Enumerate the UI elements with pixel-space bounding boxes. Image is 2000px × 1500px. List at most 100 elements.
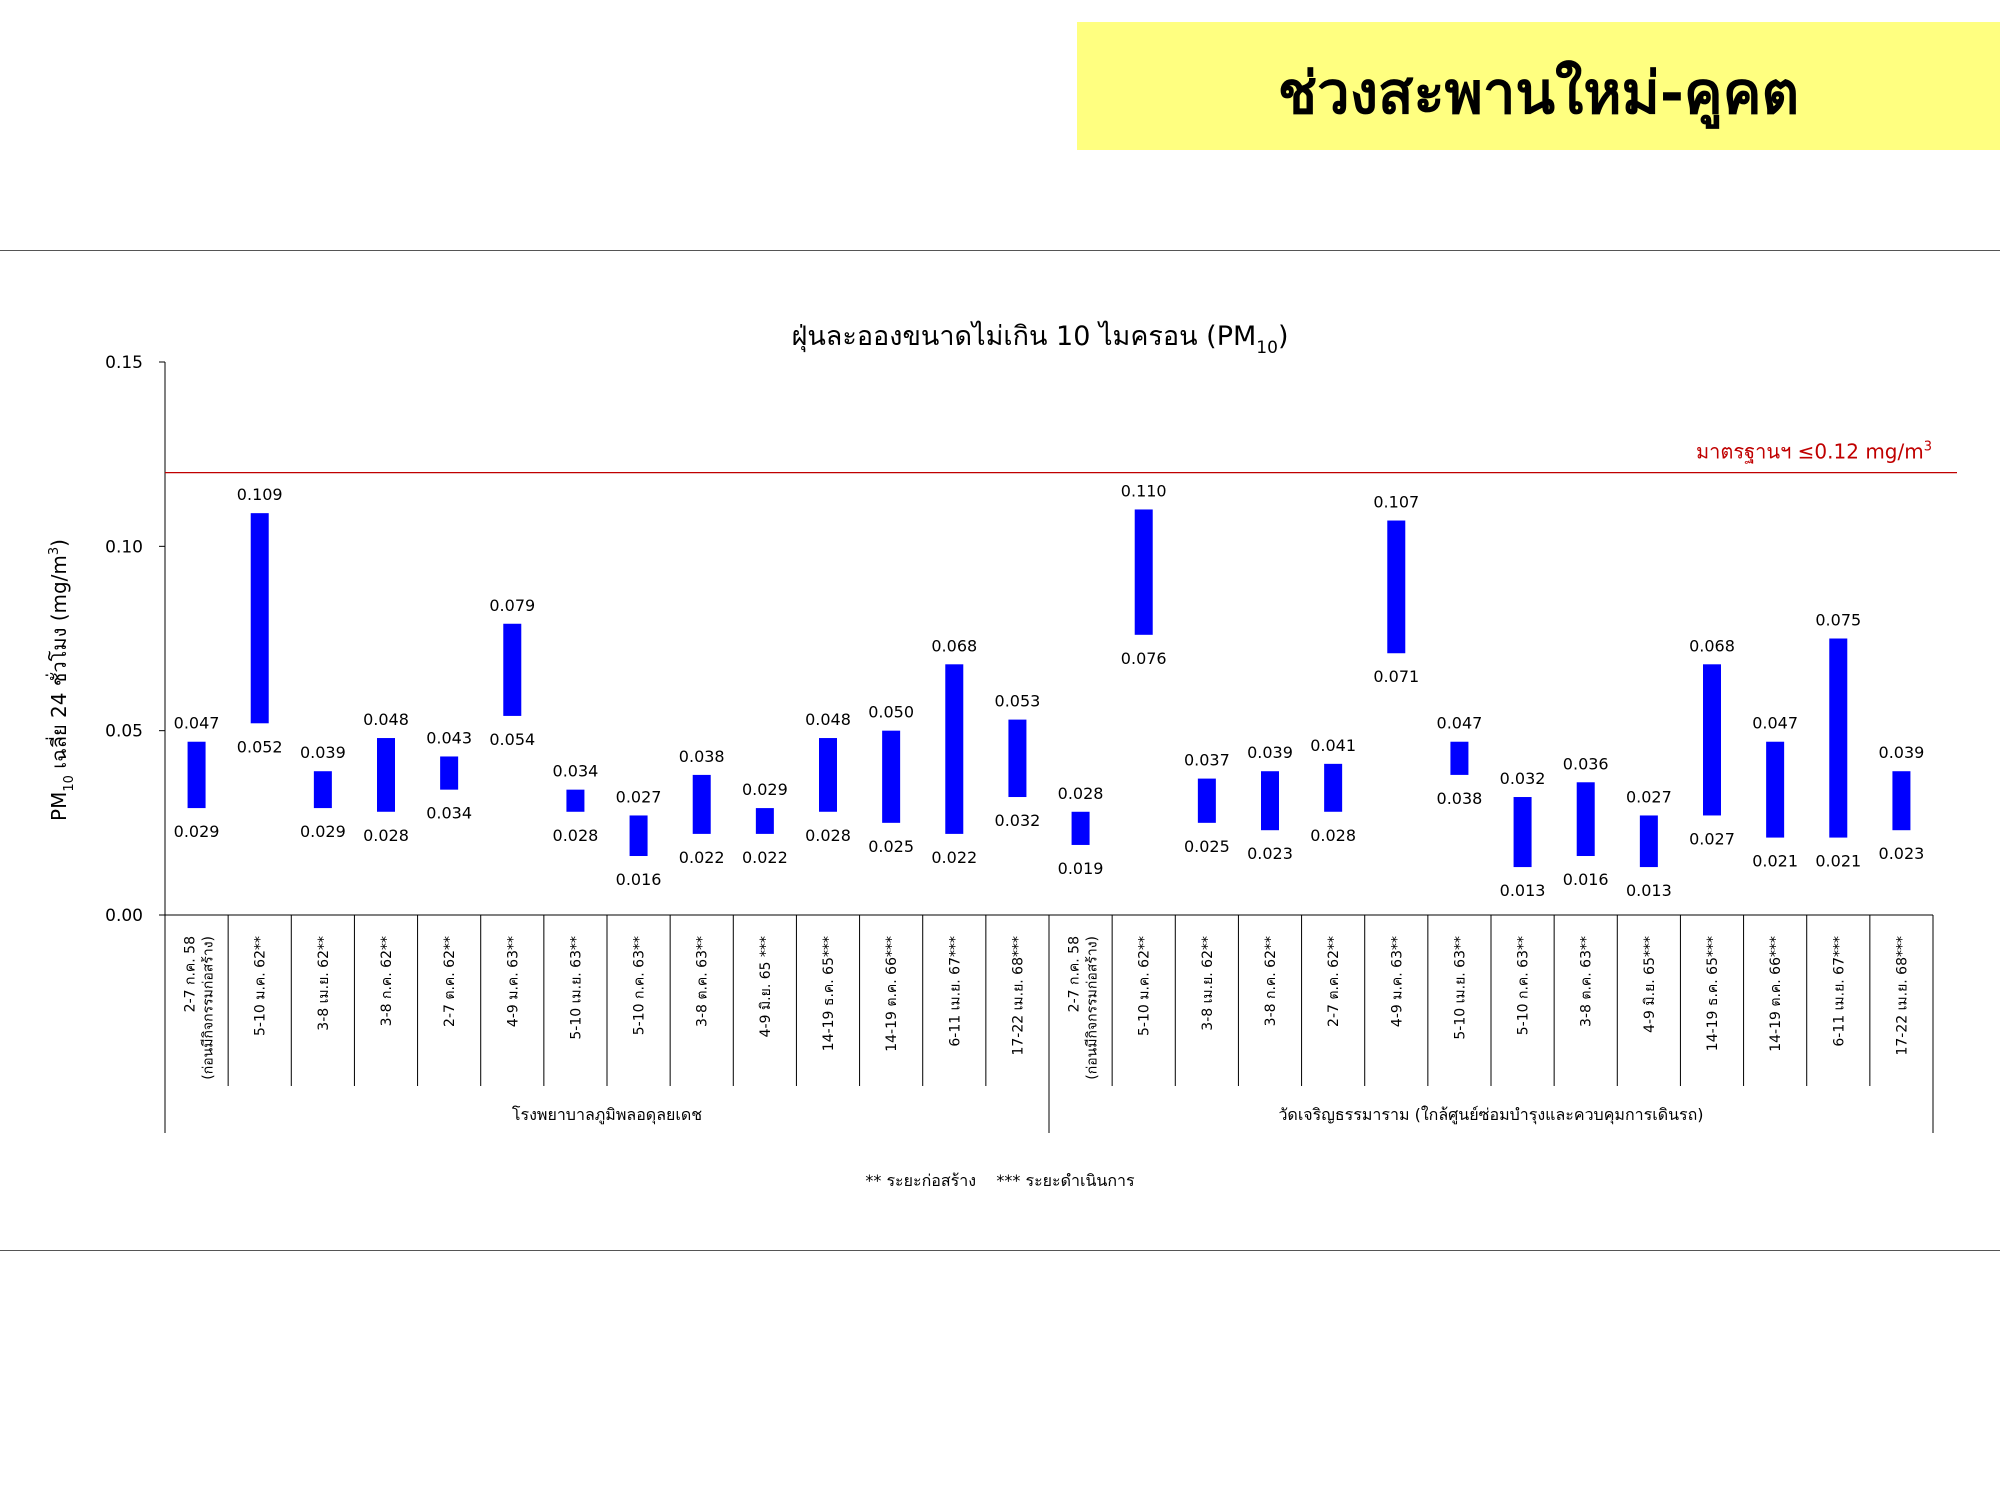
max-value-label: 0.039 [300, 743, 346, 762]
bars [187, 509, 1911, 868]
range-bar [1639, 815, 1658, 868]
min-value-label: 0.028 [805, 826, 851, 845]
x-category-label: 6-11 เม.ย. 67*** [1831, 936, 1847, 1047]
max-value-label: 0.107 [1373, 493, 1419, 512]
min-value-label: 0.013 [1500, 881, 1546, 900]
x-category-label: 4-9 ม.ค. 63** [1389, 936, 1405, 1027]
range-bar [1766, 741, 1785, 838]
chart-title: ฝุ่นละอองขนาดไม่เกิน 10 ไมครอน (PM10) [792, 321, 1289, 358]
range-bar [1829, 638, 1848, 838]
x-category-label: 3-8 ต.ค. 63** [1579, 936, 1595, 1027]
range-bar [440, 756, 459, 790]
range-bar [1387, 520, 1406, 654]
min-value-label: 0.038 [1437, 789, 1483, 808]
range-bar [1324, 763, 1343, 812]
standard-line: มาตรฐานฯ ≤0.12 mg/m3 [165, 440, 1957, 474]
x-category-label: 5-10 เม.ย. 63** [1452, 936, 1468, 1040]
standard-label: มาตรฐานฯ ≤0.12 mg/m3 [1696, 440, 1932, 464]
min-value-label: 0.052 [237, 737, 283, 756]
max-value-label: 0.041 [1310, 736, 1356, 755]
max-value-label: 0.047 [174, 714, 220, 733]
min-value-label: 0.028 [363, 826, 409, 845]
min-value-label: 0.022 [742, 848, 788, 867]
top-divider [0, 250, 2000, 251]
y-tick-label: 0.10 [105, 537, 143, 557]
range-bar [1197, 778, 1216, 823]
range-bar [313, 771, 332, 809]
max-value-label: 0.029 [742, 780, 788, 799]
x-category-label: 4-9 มิ.ย. 65*** [1642, 936, 1658, 1033]
min-value-label: 0.027 [1689, 829, 1735, 848]
min-value-label: 0.023 [1247, 844, 1293, 863]
min-value-label: 0.029 [174, 822, 220, 841]
y-tick-label: 0.05 [105, 722, 143, 742]
min-value-label: 0.028 [1310, 826, 1356, 845]
range-bar [377, 738, 395, 812]
max-value-label: 0.039 [1879, 743, 1925, 762]
min-value-label: 0.032 [995, 811, 1041, 830]
range-bar [250, 513, 269, 724]
x-category-label: 6-11 เม.ย. 67*** [947, 936, 963, 1047]
x-category-label: 2-7 ต.ค. 62** [1326, 936, 1342, 1027]
min-value-label: 0.029 [300, 822, 346, 841]
x-category-label: 3-8 เม.ย. 62** [1200, 936, 1216, 1031]
range-bar [187, 741, 206, 809]
y-tick-label: 0.00 [105, 906, 143, 926]
x-category-labels: 2-7 ก.ค. 58 (ก่อนมีกิจกรรมก่อสร้าง) 5-10 ม… [183, 936, 1911, 1125]
x-category-label: 5-10 ม.ค. 62** [1137, 936, 1153, 1036]
min-value-label: 0.054 [489, 730, 535, 749]
data-labels: 0.047 0.029 0.109 0.052 0.039 0.029 0.048 0.028… [174, 481, 1925, 900]
x-category-label: 5-10 ก.ค. 63** [1516, 936, 1532, 1035]
x-category-label: 4-9 มิ.ย. 65 *** [758, 936, 774, 1037]
range-bar [1892, 771, 1911, 831]
min-value-label: 0.022 [931, 848, 977, 867]
max-value-label: 0.048 [805, 710, 851, 729]
range-bar [1261, 771, 1279, 831]
x-category-label: 17-22 เม.ย. 68*** [1894, 936, 1910, 1056]
group-label: วัดเจริญธรรมาราม (ใกล้ศูนย์ซ่อมบำรุงและค… [1278, 1105, 1703, 1125]
range-bar [692, 774, 711, 834]
range-bar [629, 815, 648, 857]
x-category-label: 4-9 ม.ค. 63** [505, 936, 521, 1027]
x-category-label: 5-10 ก.ค. 63** [632, 936, 648, 1035]
x-category-label: 14-19 ต.ค. 66*** [884, 936, 900, 1052]
footnote: ** ระยะก่อสร้าง *** ระยะดำเนินการ [865, 1171, 1135, 1190]
max-value-label: 0.068 [1689, 636, 1735, 655]
range-bar [1703, 664, 1721, 816]
x-category-label: 14-19 ต.ค. 66*** [1768, 936, 1784, 1052]
min-value-label: 0.021 [1815, 852, 1861, 871]
max-value-label: 0.047 [1752, 714, 1798, 733]
max-value-label: 0.079 [489, 596, 535, 615]
x-category-label: 2-7 ก.ค. 58 [183, 936, 199, 1012]
min-value-label: 0.076 [1121, 649, 1167, 668]
max-value-label: 0.028 [1058, 784, 1104, 803]
range-bar [1134, 509, 1153, 635]
range-bar [1576, 782, 1595, 857]
x-category-sublabel: (ก่อนมีกิจกรรมก่อสร้าง) [1085, 936, 1101, 1080]
min-value-label: 0.019 [1058, 859, 1104, 878]
x-category-label: 5-10 เม.ย. 63** [568, 936, 584, 1040]
x-category-label: 17-22 เม.ย. 68*** [1010, 936, 1026, 1056]
pm10-chart: ฝุ่นละอองขนาดไม่เกิน 10 ไมครอน (PM10) PM… [45, 321, 1957, 1190]
y-tick-label: 0.15 [105, 353, 143, 373]
bottom-divider [0, 1250, 2000, 1251]
min-value-label: 0.021 [1752, 852, 1798, 871]
max-value-label: 0.043 [426, 728, 472, 747]
min-value-label: 0.023 [1879, 844, 1925, 863]
max-value-label: 0.050 [868, 703, 914, 722]
axes: 0.00 0.05 0.10 0.15 [105, 353, 1934, 1133]
range-bar [1008, 719, 1027, 798]
max-value-label: 0.034 [553, 762, 599, 781]
range-bar [945, 664, 964, 834]
range-bar [1450, 741, 1469, 775]
max-value-label: 0.048 [363, 710, 409, 729]
max-value-label: 0.027 [616, 787, 662, 806]
range-bar [566, 789, 585, 812]
max-value-label: 0.036 [1563, 754, 1609, 773]
range-bar [882, 730, 901, 823]
max-value-label: 0.027 [1626, 787, 1672, 806]
x-category-label: 14-19 ธ.ค. 65*** [821, 936, 837, 1051]
max-value-label: 0.109 [237, 485, 283, 504]
min-value-label: 0.071 [1373, 667, 1419, 686]
x-category-label: 3-8 ก.ค. 62** [1263, 936, 1279, 1026]
